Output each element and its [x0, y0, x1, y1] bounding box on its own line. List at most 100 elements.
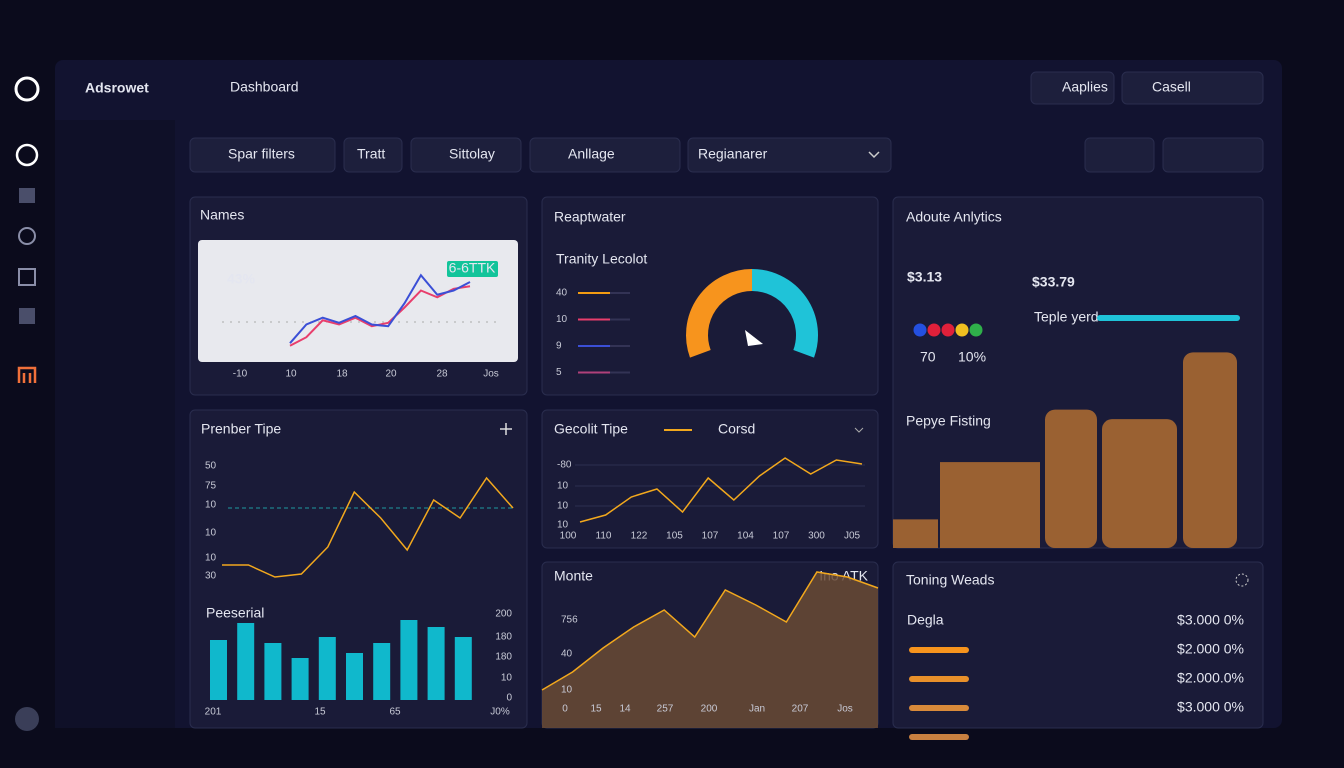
filter-button[interactable] — [343, 137, 403, 173]
kpi-secondary: $33.79 — [1032, 274, 1075, 290]
filter-button[interactable] — [189, 137, 336, 173]
row-value: $3.000 0% — [1177, 612, 1244, 628]
legend-label: Corsd — [718, 421, 755, 437]
bar — [893, 519, 938, 548]
row-value: $2.000 0% — [1177, 641, 1244, 657]
gauge-fill — [686, 269, 753, 358]
bar — [400, 620, 418, 700]
nav-icon[interactable] — [18, 227, 36, 245]
bar — [940, 462, 1040, 548]
plus-icon — [500, 423, 512, 435]
dot — [913, 323, 927, 337]
y-tick-label: -80 — [557, 460, 572, 471]
legend-label: 5 — [556, 367, 562, 378]
x-tick-label: 18 — [336, 369, 348, 380]
y-tick-label: 756 — [561, 615, 578, 626]
filter-button[interactable] — [529, 137, 681, 173]
row-value: $2.000.0% — [1177, 670, 1244, 686]
x-tick-label: 107 — [773, 531, 790, 542]
y-tick-label: 180 — [495, 632, 512, 643]
y-tick-label: 30 — [205, 571, 217, 582]
loading-icon — [1235, 573, 1249, 587]
badge — [447, 261, 498, 277]
chart-subtitle: Peeserial — [206, 605, 264, 621]
bar — [427, 627, 445, 700]
select-label: Regianarer — [698, 146, 768, 162]
y-tick-label: 10 — [205, 528, 217, 539]
button[interactable] — [1030, 71, 1115, 105]
region-select[interactable] — [687, 137, 892, 173]
x-tick-label: 110 — [596, 531, 612, 542]
bar — [237, 623, 255, 700]
nav-icon[interactable] — [17, 366, 37, 383]
dot — [941, 323, 955, 337]
progress-label: Teple yerd — [1034, 309, 1099, 325]
card-title: Adoute Anlytics — [906, 209, 1002, 225]
line-series — [222, 476, 514, 578]
row-bar — [909, 676, 969, 682]
button-label: Casell — [1152, 79, 1191, 95]
y-tick-label: 10 — [561, 685, 573, 696]
y-tick-label: 40 — [561, 649, 573, 660]
filter-label: Spar filters — [228, 146, 295, 162]
x-tick-label: -10 — [233, 369, 248, 380]
gauge-rest — [751, 269, 818, 358]
y-tick-label: 10 — [557, 501, 569, 512]
legend-label: 40 — [556, 288, 568, 299]
x-tick-label: 200 — [701, 704, 718, 715]
page-title: Dashboard — [230, 79, 299, 95]
progress-bar — [1097, 315, 1240, 321]
icon-group[interactable] — [1084, 137, 1155, 173]
y-tick-label: 75 — [205, 481, 217, 492]
logo-icon[interactable] — [14, 76, 40, 102]
x-tick-label: 65 — [389, 707, 401, 718]
mic-icon[interactable] — [15, 707, 39, 731]
kpi: 43% — [227, 271, 256, 287]
x-tick-label: 257 — [657, 704, 674, 715]
area-fill — [542, 572, 878, 728]
filter-label: Sittolay — [449, 146, 495, 162]
card-title: Reaptwater — [554, 209, 626, 225]
card-title: Gecolit Tipe — [554, 421, 628, 437]
bar — [1045, 409, 1097, 548]
x-tick-label: 201 — [205, 707, 222, 718]
nav-icon[interactable] — [15, 143, 39, 167]
stat: 10% — [958, 349, 986, 365]
bar — [210, 640, 227, 700]
nav-icon[interactable] — [19, 188, 35, 203]
dot — [927, 323, 941, 337]
sidebar — [55, 120, 175, 728]
x-tick-label: 0 — [562, 704, 568, 715]
brand: Adsrowet — [85, 80, 149, 96]
x-tick-label: J0% — [490, 707, 510, 718]
nav-icon[interactable] — [19, 308, 35, 324]
chevron — [868, 151, 880, 159]
x-tick-label: 207 — [792, 704, 809, 715]
x-tick-label: 20 — [385, 369, 397, 380]
x-tick-label: 107 — [702, 531, 719, 542]
x-tick-label: Jos — [837, 704, 853, 715]
gauge-needle — [745, 330, 763, 346]
x-tick-label: 100 — [560, 531, 577, 542]
bar — [346, 653, 363, 700]
y-tick-label: 10 — [205, 500, 217, 511]
button[interactable] — [1121, 71, 1264, 105]
y-tick-label: 10 — [205, 553, 217, 564]
x-tick-label: 122 — [631, 531, 648, 542]
filter-button[interactable] — [410, 137, 522, 173]
card-title: Names — [200, 207, 244, 223]
y-tick-label: 50 — [205, 461, 217, 472]
dot — [955, 323, 969, 337]
badge-label: 6-6TTK — [449, 260, 496, 276]
bar — [1102, 419, 1177, 548]
x-tick-label: 104 — [737, 531, 754, 542]
nav-icon[interactable] — [18, 268, 36, 286]
chart-area — [198, 240, 518, 362]
y-tick-label: 10 — [501, 673, 513, 684]
x-tick-label: 14 — [619, 704, 631, 715]
icon-group[interactable] — [1162, 137, 1264, 173]
bar — [454, 637, 472, 700]
line-series — [579, 457, 863, 523]
y-tick-label: 200 — [495, 609, 512, 620]
row-bar — [909, 705, 969, 711]
